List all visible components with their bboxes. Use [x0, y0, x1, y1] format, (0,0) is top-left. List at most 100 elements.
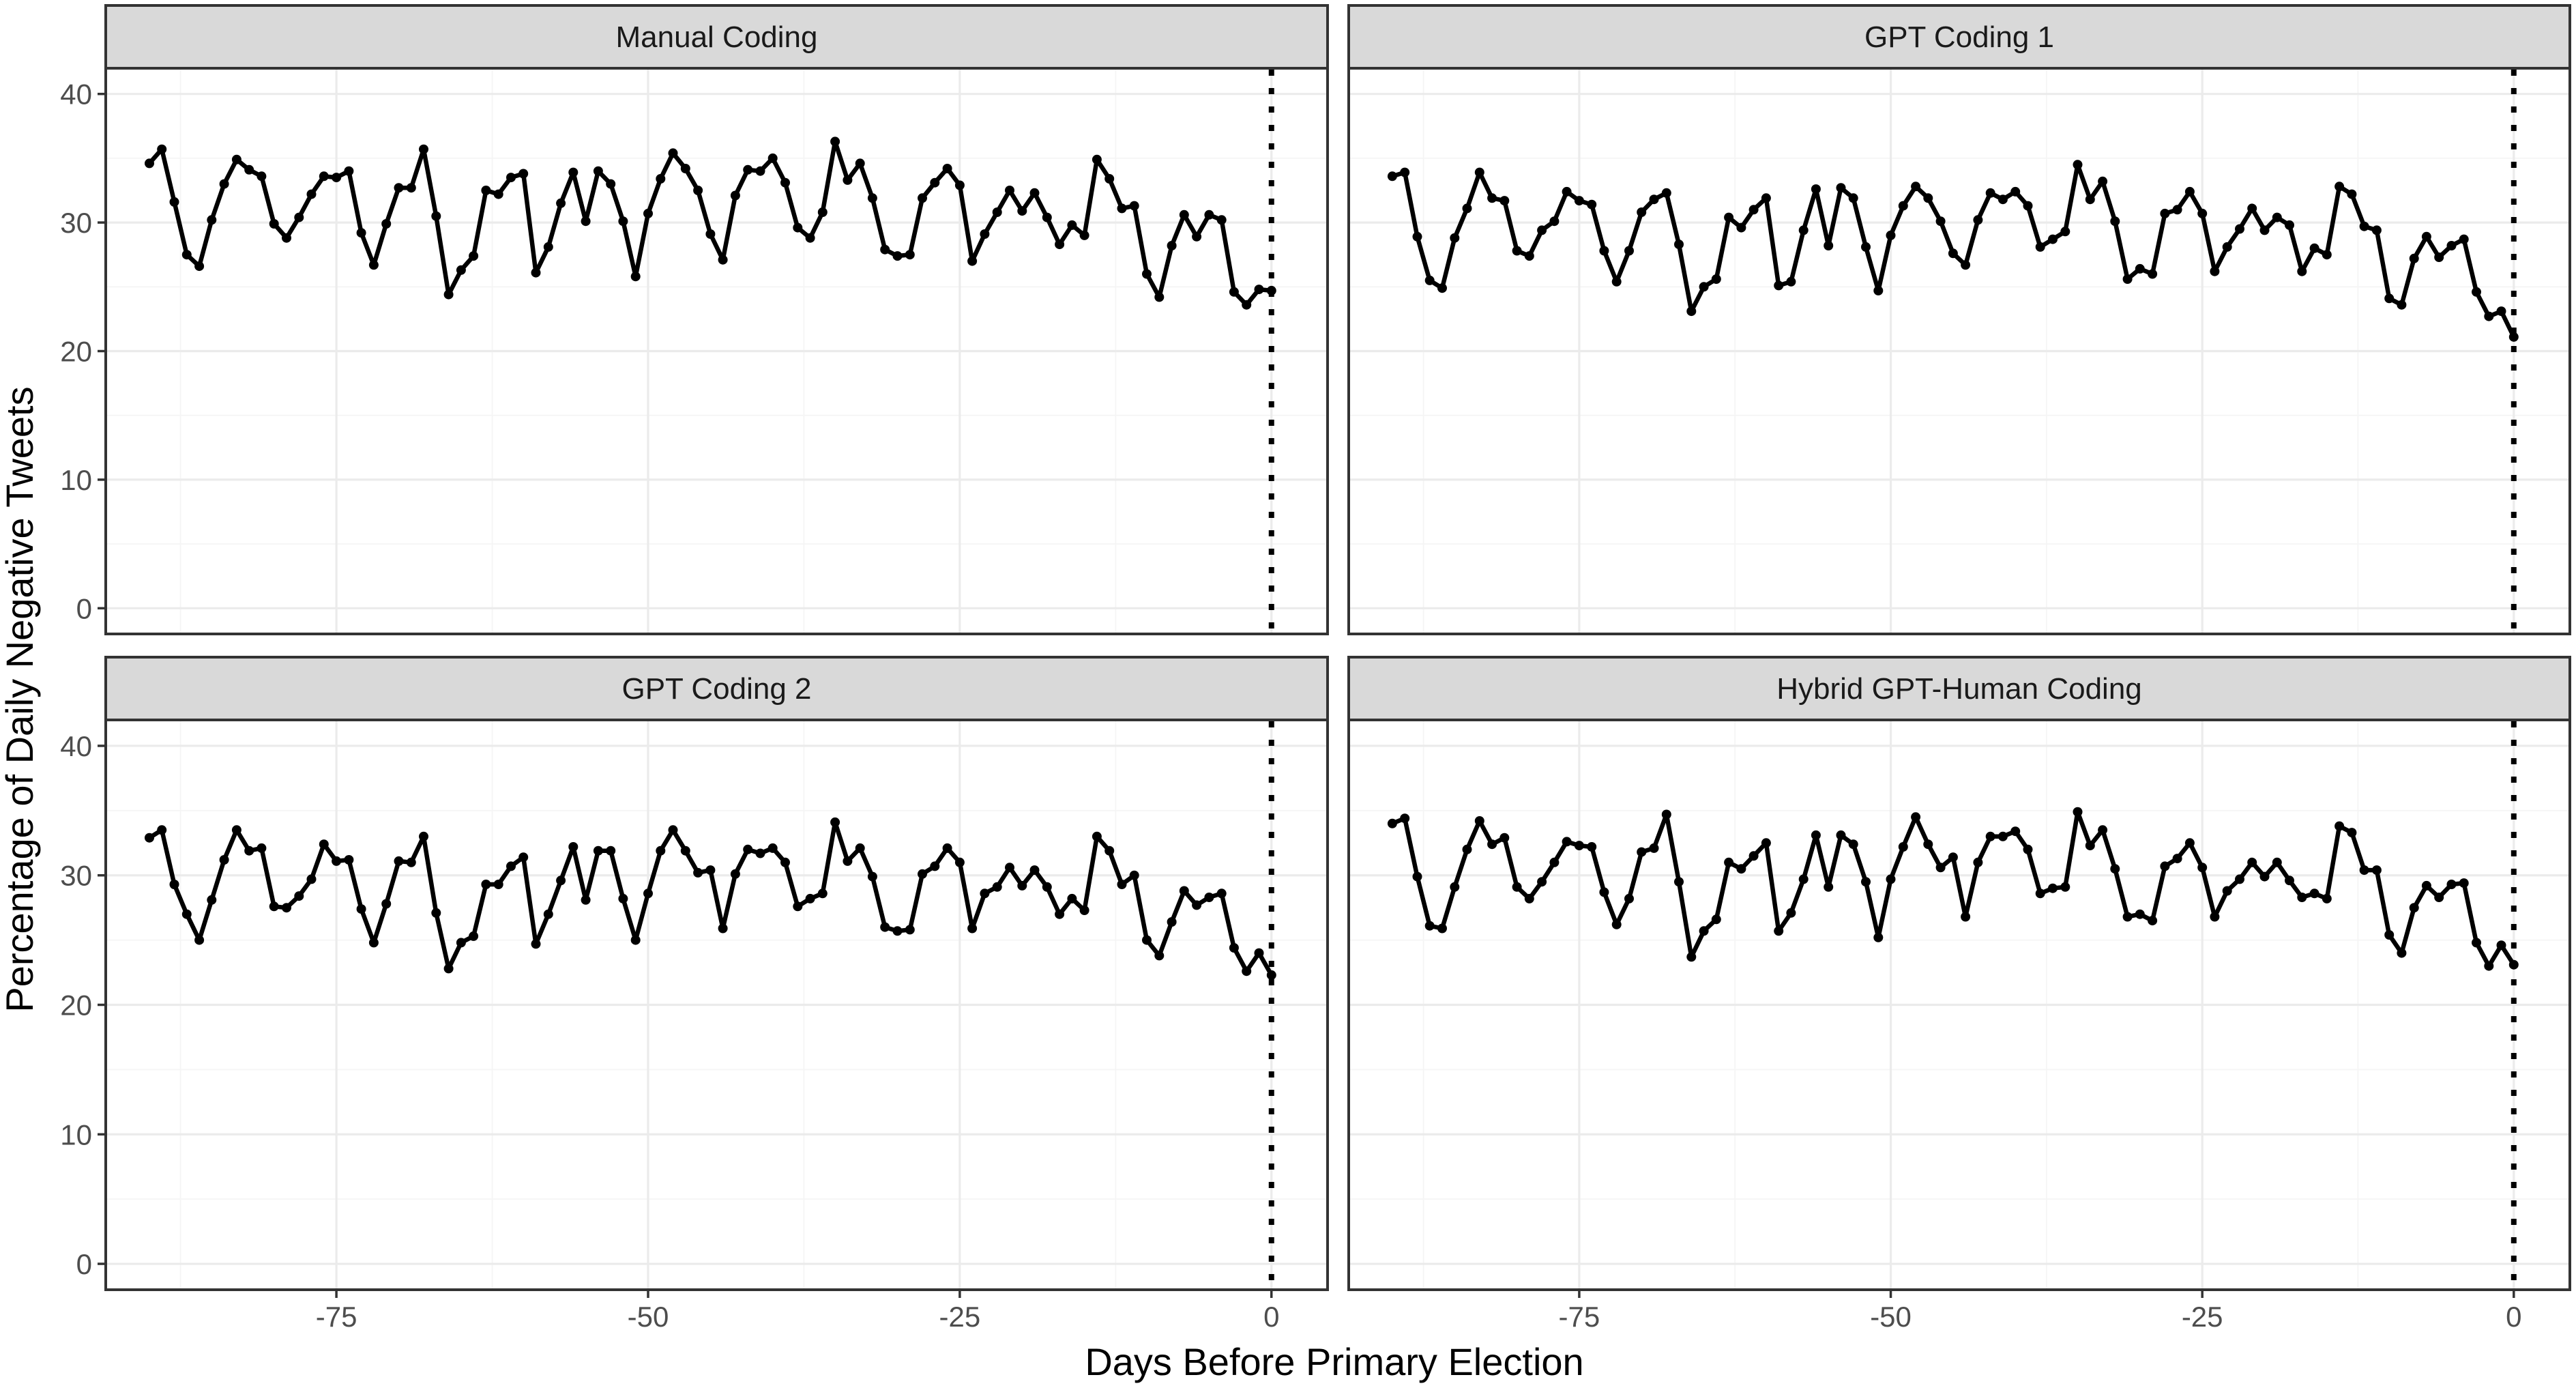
data-point	[1487, 839, 1497, 850]
data-point	[1017, 206, 1027, 216]
data-point	[568, 842, 579, 852]
x-tick-label: -25	[939, 1301, 981, 1333]
data-point	[1574, 841, 1584, 851]
data-point	[1229, 943, 1239, 953]
data-point	[1129, 201, 1139, 211]
data-point	[2459, 878, 2469, 888]
data-point	[1761, 193, 1771, 203]
data-point	[992, 207, 1002, 217]
data-point	[755, 166, 765, 176]
x-tick-label: -75	[1559, 1301, 1600, 1333]
y-tick-label: 40	[60, 78, 92, 111]
data-point	[1711, 914, 1721, 925]
data-point	[257, 843, 267, 853]
data-point	[481, 186, 491, 195]
data-point	[543, 909, 553, 919]
data-point	[718, 923, 728, 934]
data-point	[1997, 831, 2008, 841]
data-point	[2098, 825, 2108, 835]
data-point	[443, 289, 454, 300]
data-point	[2484, 311, 2494, 321]
data-point	[2060, 227, 2070, 237]
data-point	[618, 893, 628, 903]
data-point	[543, 242, 553, 252]
data-point	[2397, 300, 2407, 310]
data-point	[1042, 882, 1052, 892]
data-point	[1387, 818, 1397, 828]
y-tick-label: 30	[60, 207, 92, 239]
data-point	[518, 169, 529, 179]
data-point	[2060, 882, 2070, 892]
data-point	[2297, 893, 2307, 902]
data-point	[630, 935, 641, 945]
data-point	[2148, 269, 2158, 279]
data-point	[1005, 186, 1014, 195]
data-point	[2048, 883, 2058, 893]
data-point	[743, 164, 753, 175]
data-point	[1873, 285, 1884, 295]
facet-strip-label: GPT Coding 1	[1864, 20, 2054, 54]
data-point	[2210, 266, 2220, 276]
data-point	[1167, 917, 1177, 927]
data-point	[1611, 276, 1622, 287]
data-point	[518, 852, 529, 863]
data-point	[1811, 830, 1821, 840]
data-point	[1736, 864, 1746, 874]
data-point	[2235, 224, 2244, 234]
data-point	[767, 843, 778, 853]
data-point	[1254, 285, 1264, 295]
data-point	[381, 899, 392, 909]
data-point	[2409, 253, 2419, 263]
data-point	[2272, 212, 2282, 222]
data-point	[705, 865, 716, 876]
data-point	[344, 855, 354, 865]
data-point	[2384, 293, 2395, 304]
data-point	[954, 180, 965, 190]
data-point	[718, 255, 728, 265]
data-point	[1067, 220, 1077, 230]
data-point	[1599, 246, 1609, 256]
data-point	[1204, 893, 1214, 902]
data-point	[843, 175, 853, 185]
data-point	[1400, 813, 1410, 824]
data-point	[556, 198, 566, 208]
data-point	[1512, 246, 1522, 256]
data-point	[1836, 830, 1846, 840]
data-point	[2446, 241, 2457, 250]
data-point	[1736, 222, 1746, 233]
data-point	[2073, 807, 2083, 817]
data-point	[207, 895, 217, 905]
data-point	[855, 158, 865, 169]
data-point	[1450, 882, 1460, 892]
data-point	[1462, 844, 1472, 854]
data-point	[1761, 838, 1771, 848]
data-point	[431, 908, 441, 918]
data-point	[1911, 182, 1921, 192]
data-point	[2371, 225, 2382, 235]
data-point	[406, 183, 416, 193]
data-point	[1512, 882, 1522, 892]
data-point	[780, 177, 790, 188]
data-point	[1935, 863, 1946, 873]
y-tick-label: 40	[60, 730, 92, 762]
data-point	[1216, 215, 1227, 225]
data-point	[1029, 188, 1040, 198]
data-point	[1167, 241, 1177, 250]
data-point	[1092, 831, 1102, 841]
data-point	[269, 901, 279, 912]
data-point	[905, 250, 915, 260]
data-point	[1861, 242, 1871, 252]
data-point	[1861, 877, 1871, 887]
data-point	[830, 817, 840, 827]
data-point	[2010, 186, 2021, 197]
data-point	[1699, 282, 1709, 292]
data-point	[905, 925, 915, 935]
data-point	[157, 825, 167, 835]
data-point	[730, 190, 740, 201]
data-point	[1424, 275, 1435, 285]
data-point	[2472, 287, 2481, 297]
panels-layer: Manual Coding 0 10 20 30 40 GPT Coding 1 GPT Co…	[60, 4, 2571, 1333]
data-point	[1674, 877, 1684, 887]
data-point	[980, 888, 990, 899]
data-point	[1848, 839, 1858, 850]
